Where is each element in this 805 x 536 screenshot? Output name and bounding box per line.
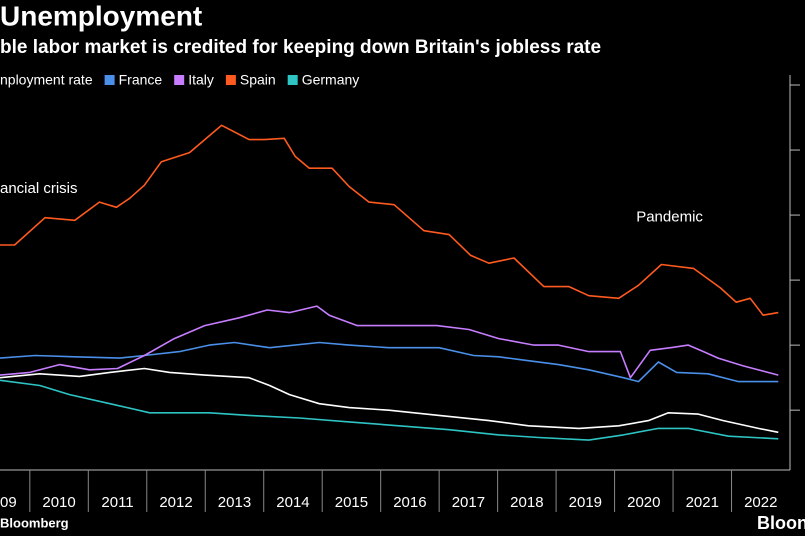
x-tick-label: 2018 bbox=[510, 494, 543, 511]
legend-label: France bbox=[119, 72, 163, 88]
x-tick-label: 2022 bbox=[744, 494, 777, 511]
x-tick-label: 2010 bbox=[42, 494, 75, 511]
x-tick-label: 2014 bbox=[276, 494, 309, 511]
x-tick-label: 2020 bbox=[627, 494, 660, 511]
series-line bbox=[0, 379, 779, 441]
x-tick-label: 2019 bbox=[569, 494, 602, 511]
series-line bbox=[0, 367, 779, 434]
source: Bloomberg bbox=[0, 515, 69, 530]
legend-label: Spain bbox=[240, 72, 276, 88]
series-line bbox=[0, 305, 779, 379]
legend-swatch bbox=[174, 75, 185, 85]
logo: Bloon bbox=[757, 513, 805, 533]
x-tick-label: 2015 bbox=[335, 494, 368, 511]
chart-title: Unemployment bbox=[0, 0, 202, 31]
x-tick-label: 2016 bbox=[393, 494, 426, 511]
x-tick-label: 2012 bbox=[159, 494, 192, 511]
annotation: Pandemic bbox=[636, 209, 703, 226]
chart-subtitle: ble labor market is credited for keeping… bbox=[0, 37, 601, 58]
x-tick-label: 2011 bbox=[101, 494, 133, 511]
legend-label: Italy bbox=[188, 72, 214, 88]
series-line bbox=[0, 124, 779, 316]
legend-swatch bbox=[225, 75, 236, 85]
x-tick-label: 2017 bbox=[452, 494, 485, 511]
legend-label: Germany bbox=[302, 72, 360, 88]
legend-swatch bbox=[104, 75, 115, 85]
x-tick-label: 09 bbox=[0, 494, 17, 511]
annotation: ancial crisis bbox=[0, 180, 78, 197]
x-tick-label: 2013 bbox=[218, 494, 251, 511]
legend-swatch bbox=[287, 75, 298, 85]
legend-label: nployment rate bbox=[0, 72, 93, 88]
x-tick-label: 2021 bbox=[686, 494, 719, 511]
